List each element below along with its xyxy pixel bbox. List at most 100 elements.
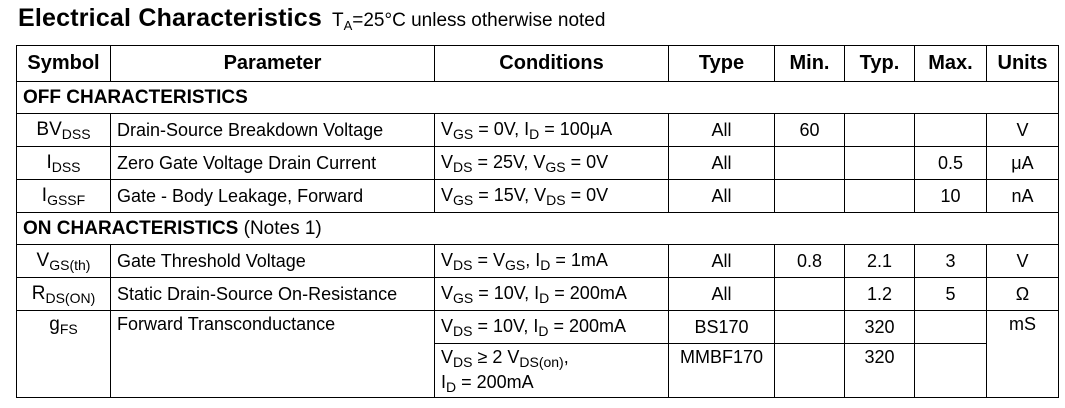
typ-cell: 320: [844, 310, 915, 344]
typ-cell: [844, 179, 915, 213]
cond-part: = 25V, V: [472, 151, 546, 172]
max-cell: 5: [914, 277, 987, 311]
cond-part: V: [441, 282, 454, 303]
parameter-cell: Drain-Source Breakdown Voltage: [110, 113, 435, 147]
conditions-cell: VGS = 10V, ID = 200mA: [434, 277, 669, 311]
units-cell: μA: [986, 146, 1059, 180]
header-type: Type: [668, 45, 775, 82]
header-parameter: Parameter: [110, 45, 435, 82]
symbol-sub: DSS: [51, 158, 81, 175]
conditions-cell: VGS = 15V, VDS = 0V: [434, 179, 669, 213]
min-cell: [774, 343, 845, 398]
symbol-sub: DSS: [61, 125, 91, 142]
table-row: IDSS Zero Gate Voltage Drain Current VDS…: [16, 146, 1059, 180]
header-units: Units: [986, 45, 1059, 82]
parameter-cell: Forward Transconductance: [110, 310, 435, 398]
max-cell: 3: [914, 244, 987, 278]
section-row-on: ON CHARACTERISTICS (Notes 1): [16, 212, 1059, 245]
header-conditions: Conditions: [434, 45, 669, 82]
min-cell: [774, 277, 845, 311]
units-cell: V: [986, 113, 1059, 147]
typ-cell: 320: [844, 343, 915, 398]
section-on-notes: (Notes 1): [243, 217, 322, 239]
cond-sub: DS: [453, 322, 473, 339]
table-row: VGS(th) Gate Threshold Voltage VDS = VGS…: [16, 244, 1059, 278]
cond-part: V: [441, 347, 454, 367]
type-cell: All: [668, 179, 775, 213]
section-label-off: OFF CHARACTERISTICS: [16, 81, 1059, 114]
cond-sub: D: [529, 125, 540, 142]
min-cell: 60: [774, 113, 845, 147]
min-cell: [774, 179, 845, 213]
cond-sub: GS: [453, 191, 474, 208]
symbol-main: R: [31, 282, 46, 304]
cond-sub: GS: [505, 256, 526, 273]
symbol-main: BV: [36, 118, 62, 140]
cond-part: = 100μA: [539, 118, 613, 139]
symbol-main: V: [36, 249, 50, 271]
cond-sub: GS: [453, 289, 474, 306]
section-title: Electrical Characteristics TA=25°C unless…: [18, 4, 605, 44]
cond-part: V: [441, 249, 454, 270]
cond-part: V: [441, 184, 454, 205]
symbol-main: g: [49, 314, 60, 335]
symbol-cell: RDS(ON): [16, 277, 111, 311]
cond-part: V: [441, 315, 454, 336]
symbol-cell: BVDSS: [16, 113, 111, 147]
header-row: Symbol Parameter Conditions Type Min. Ty…: [16, 45, 1059, 82]
cond-part: = 10V, I: [473, 282, 540, 303]
units-cell: mS: [986, 310, 1059, 398]
min-cell: [774, 146, 845, 180]
cond-sub: D: [538, 322, 549, 339]
header-symbol: Symbol: [16, 45, 111, 82]
min-cell: [774, 310, 845, 344]
cond-sub: D: [446, 379, 457, 395]
typ-cell: [844, 113, 915, 147]
conditions-cell: VDS = 25V, VGS = 0V: [434, 146, 669, 180]
type-cell: All: [668, 146, 775, 180]
max-cell: [914, 343, 987, 398]
parameter-cell: Static Drain-Source On-Resistance: [110, 277, 435, 311]
cond-sub: GS: [453, 125, 474, 142]
units-cell: V: [986, 244, 1059, 278]
cond-part: I: [441, 372, 447, 392]
title-text: Electrical Characteristics: [18, 4, 322, 32]
type-cell: All: [668, 244, 775, 278]
cond-sub: DS(on): [519, 354, 564, 370]
cond-part: V: [441, 151, 454, 172]
characteristics-table: Symbol Parameter Conditions Type Min. Ty…: [16, 45, 1059, 398]
cond-part: = 200mA: [548, 315, 627, 336]
min-cell: 0.8: [774, 244, 845, 278]
cond-part: , I: [525, 249, 541, 270]
parameter-cell: Gate Threshold Voltage: [110, 244, 435, 278]
typ-cell: 2.1: [844, 244, 915, 278]
type-cell: All: [668, 113, 775, 147]
title-condition-note: TA=25°C unless otherwise noted: [331, 10, 605, 33]
conditions-cell: VDS = VGS, ID = 1mA: [434, 244, 669, 278]
units-cell: Ω: [986, 277, 1059, 311]
symbol-cell: IGSSF: [16, 179, 111, 213]
type-cell: MMBF170: [668, 343, 775, 398]
header-min: Min.: [774, 45, 845, 82]
cond-sub: DS: [453, 256, 473, 273]
symbol-sub: GSSF: [47, 191, 86, 208]
cond-part: = 15V, V: [473, 184, 547, 205]
section-label-on: ON CHARACTERISTICS (Notes 1): [16, 212, 1059, 245]
cond-sub: GS: [545, 158, 566, 175]
cond-part: = V: [472, 249, 505, 270]
type-cell: All: [668, 277, 775, 311]
parameter-cell: Zero Gate Voltage Drain Current: [110, 146, 435, 180]
cond-sub: D: [540, 256, 551, 273]
conditions-cell: VDS ≥ 2 VDS(on), ID = 200mA: [434, 343, 669, 398]
table-row: VDS ≥ 2 VDS(on), ID = 200mA MMBF170 320: [17, 343, 1059, 398]
cond-part: ≥ 2 V: [472, 347, 520, 367]
cond-part: = 0V: [565, 151, 609, 172]
cond-sub: DS: [546, 191, 566, 208]
cond-sub: D: [539, 289, 550, 306]
table-row: BVDSS Drain-Source Breakdown Voltage VGS…: [16, 113, 1059, 147]
cond-part: ,: [563, 347, 569, 367]
cond-sub: DS: [453, 354, 473, 370]
cond-part: = 200mA: [549, 282, 627, 303]
conditions-cell: VGS = 0V, ID = 100μA: [434, 113, 669, 147]
note-t: T: [331, 10, 344, 31]
